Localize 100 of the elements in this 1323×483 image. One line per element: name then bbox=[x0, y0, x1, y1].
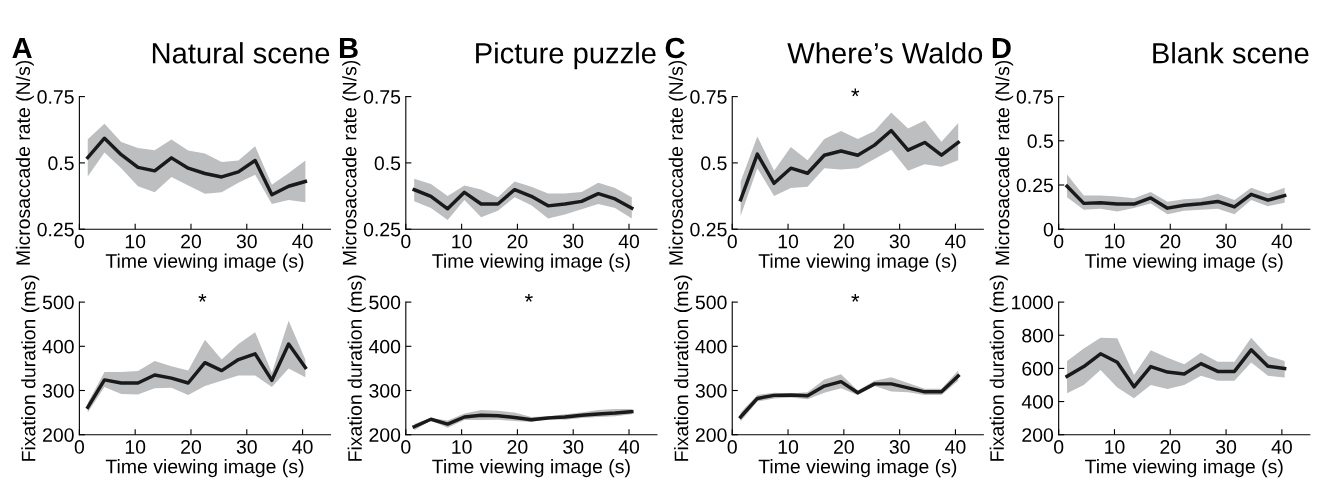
chart-title: Natural scene bbox=[152, 42, 330, 64]
x-tick-label: 0 bbox=[727, 440, 737, 454]
y-tick-label: 400 bbox=[368, 339, 401, 354]
x-tick-label: 30 bbox=[236, 440, 257, 454]
x-tick-label: 20 bbox=[507, 440, 528, 454]
x-tick-label: 30 bbox=[1216, 440, 1237, 454]
x-tick-label: 20 bbox=[181, 440, 202, 454]
y-tick-label: 400 bbox=[42, 339, 74, 354]
y-tick-label: 0.5 bbox=[701, 156, 727, 171]
x-tick-label: 20 bbox=[1160, 234, 1181, 249]
y-tick-label: 200 bbox=[695, 428, 727, 442]
x-tick-label: 30 bbox=[889, 234, 910, 249]
y-tick-label: 300 bbox=[369, 383, 401, 398]
x-tick-label: 10 bbox=[1105, 440, 1125, 454]
x-tick-label: 0 bbox=[727, 234, 737, 249]
y-tick-label: 0.75 bbox=[37, 90, 74, 104]
y-tick-label: 200 bbox=[43, 428, 74, 442]
y-tick-label: 0.5 bbox=[374, 156, 401, 171]
x-tick-label: 40 bbox=[292, 440, 313, 454]
y-tick-label: 600 bbox=[1022, 361, 1054, 376]
y-axis-title: Fixation duration (ms) bbox=[347, 275, 366, 461]
line-series bbox=[1065, 348, 1287, 389]
x-tick-label: 0 bbox=[74, 234, 85, 249]
x-axis-title: Time viewing image (s) bbox=[432, 253, 630, 272]
y-tick-label: 300 bbox=[42, 383, 74, 398]
y-tick-label: 0.5 bbox=[48, 156, 74, 171]
y-axis-title: Microsaccade rate (N/s) bbox=[15, 60, 34, 265]
y-tick-label: 0.5 bbox=[1027, 134, 1053, 149]
y-axis-title: Microsaccade rate (N/s) bbox=[342, 60, 361, 265]
y-tick-label: 0.25 bbox=[37, 222, 74, 237]
text: * bbox=[851, 88, 860, 97]
x-tick-label: 0 bbox=[1054, 234, 1064, 249]
y-tick-label: 0.25 bbox=[1016, 178, 1053, 193]
x-tick-label: 30 bbox=[889, 440, 910, 454]
x-tick-label: 40 bbox=[618, 234, 640, 249]
chart-title: Where’s Waldo bbox=[787, 42, 983, 64]
x-tick-label: 40 bbox=[945, 440, 966, 454]
x-axis-title: Time viewing image (s) bbox=[105, 253, 304, 272]
x-tick-label: 0 bbox=[401, 440, 411, 454]
x-tick-label: 10 bbox=[452, 234, 472, 249]
y-tick-label: 0 bbox=[1043, 222, 1054, 237]
x-tick-label: 0 bbox=[401, 234, 411, 249]
line-series bbox=[738, 128, 960, 202]
x-tick-label: 10 bbox=[125, 234, 146, 249]
text: A bbox=[12, 38, 32, 59]
x-tick-label: 20 bbox=[834, 440, 854, 454]
y-tick-label: 0.25 bbox=[690, 222, 727, 237]
y-tick-label: 0.75 bbox=[363, 90, 401, 104]
text: B bbox=[339, 38, 358, 59]
x-tick-label: 0 bbox=[74, 440, 85, 454]
x-tick-label: 30 bbox=[563, 440, 584, 454]
x-axis-title: Time viewing image (s) bbox=[1085, 459, 1283, 478]
x-tick-label: 10 bbox=[452, 440, 472, 454]
y-axis-title: Microsaccade rate (N/s) bbox=[668, 60, 687, 265]
y-tick-label: 0.75 bbox=[1016, 90, 1053, 104]
y-tick-label: 0.25 bbox=[363, 222, 401, 237]
x-tick-label: 30 bbox=[236, 234, 257, 249]
x-tick-label: 40 bbox=[945, 234, 966, 249]
y-tick-label: 500 bbox=[695, 295, 727, 310]
y-tick-label: 1000 bbox=[1012, 295, 1054, 310]
y-tick-label: 0.75 bbox=[690, 90, 727, 104]
x-tick-label: 20 bbox=[181, 234, 202, 249]
text: C bbox=[665, 37, 685, 59]
x-tick-label: 40 bbox=[292, 234, 313, 249]
x-tick-label: 10 bbox=[125, 440, 146, 454]
chart-title: Picture puzzle bbox=[476, 42, 656, 70]
line-series bbox=[412, 187, 634, 211]
y-axis-title: Fixation duration (ms) bbox=[21, 275, 40, 461]
y-tick-label: 500 bbox=[369, 295, 401, 310]
y-tick-label: 200 bbox=[1022, 428, 1054, 442]
x-axis-title: Time viewing image (s) bbox=[105, 459, 304, 478]
line-series bbox=[86, 342, 308, 410]
x-tick-label: 20 bbox=[507, 234, 528, 249]
y-tick-label: 200 bbox=[369, 428, 401, 442]
line-series bbox=[86, 136, 308, 197]
x-tick-label: 40 bbox=[1271, 234, 1292, 249]
y-axis-title: Microsaccade rate (N/s) bbox=[995, 60, 1014, 265]
x-tick-label: 40 bbox=[1271, 440, 1292, 454]
text: * bbox=[198, 293, 207, 302]
text: D bbox=[992, 38, 1011, 59]
chart-title: Blank scene bbox=[1153, 42, 1309, 64]
y-tick-label: 800 bbox=[1022, 328, 1054, 343]
y-tick-label: 400 bbox=[1021, 395, 1054, 409]
x-axis-title: Time viewing image (s) bbox=[758, 253, 957, 272]
x-tick-label: 10 bbox=[1105, 234, 1125, 249]
text: * bbox=[851, 293, 860, 302]
x-tick-label: 10 bbox=[778, 234, 799, 249]
x-axis-title: Time viewing image (s) bbox=[1085, 253, 1283, 272]
y-tick-label: 300 bbox=[695, 383, 727, 398]
x-tick-label: 30 bbox=[1216, 234, 1237, 249]
x-axis-title: Time viewing image (s) bbox=[432, 459, 630, 478]
x-tick-label: 20 bbox=[834, 234, 854, 249]
x-tick-label: 40 bbox=[618, 440, 640, 454]
y-tick-label: 400 bbox=[695, 339, 727, 354]
y-axis-title: Fixation duration (ms) bbox=[674, 275, 693, 461]
y-axis-title: Fixation duration (ms) bbox=[989, 275, 1008, 461]
x-tick-label: 20 bbox=[1160, 440, 1181, 454]
y-tick-label: 500 bbox=[42, 295, 74, 310]
x-tick-label: 30 bbox=[563, 234, 584, 249]
text: * bbox=[524, 293, 533, 302]
